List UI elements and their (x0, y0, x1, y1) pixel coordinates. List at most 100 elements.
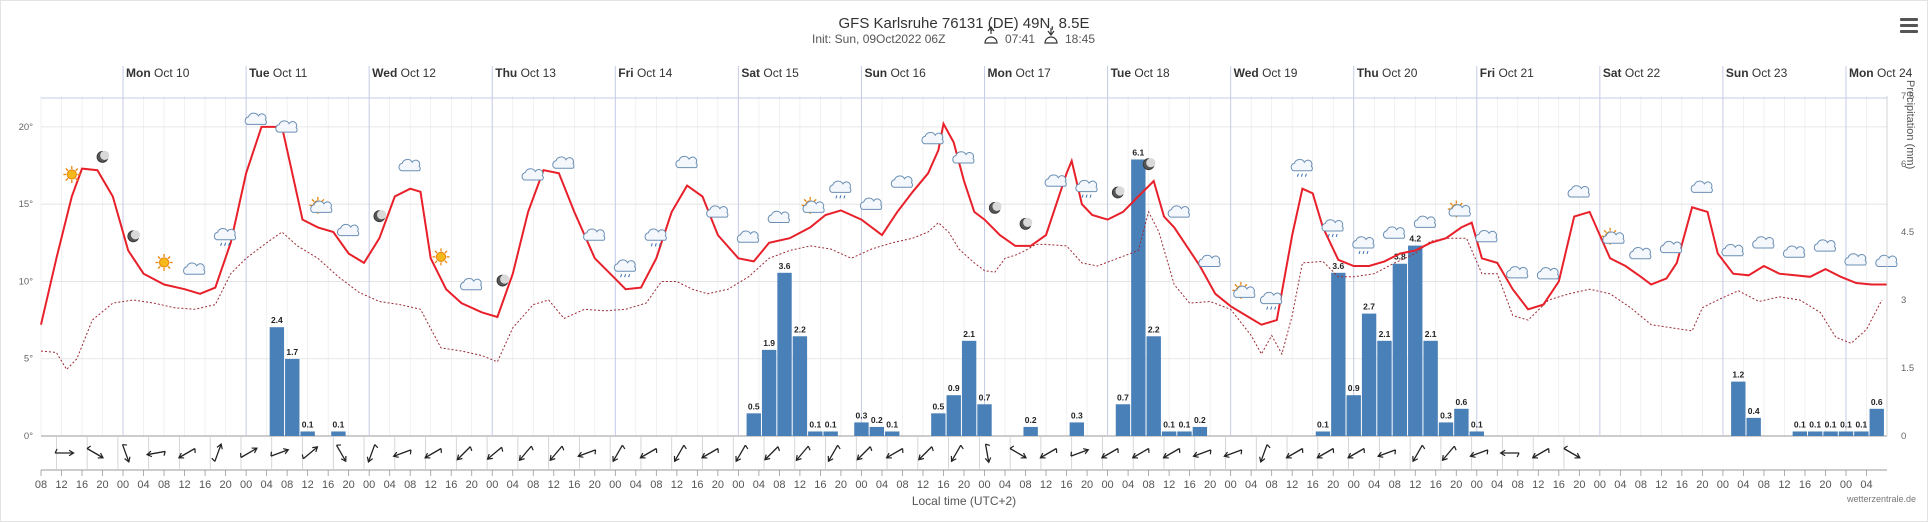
wind-head (424, 452, 431, 459)
temp-tick-label: 10° (19, 276, 34, 287)
precip-value: 0.7 (979, 392, 991, 402)
wind-barb (655, 448, 658, 454)
hour-tick-label: 00 (1101, 479, 1113, 491)
rain-drop (1366, 250, 1369, 255)
hour-tick-label: 00 (363, 479, 375, 491)
hour-tick-label: 16 (199, 479, 211, 491)
wind-head (283, 448, 290, 455)
day-label-dow: Sun (1726, 66, 1752, 80)
hour-tick-label: 20 (589, 479, 601, 491)
day-labels: Mon Oct 10 Tue Oct 11 Wed Oct 12 Thu Oct 13… (126, 66, 1913, 80)
precip-value: 0.3 (1071, 410, 1083, 420)
wind-head (1377, 451, 1384, 458)
hour-tick-label: 16 (568, 479, 580, 491)
wind-arrow-icon (1347, 447, 1365, 459)
hour-tick-label: 00 (117, 479, 129, 491)
cloud-shape (1198, 254, 1221, 267)
hour-tick-label: 20 (219, 479, 231, 491)
wind-arrow-icon (366, 444, 379, 463)
cloud-rain-icon (829, 180, 852, 199)
wind-head (1574, 452, 1581, 459)
wind-shaft (640, 447, 657, 459)
hour-tick-label: 16 (691, 479, 703, 491)
wind-head (1347, 452, 1354, 459)
rain-drop (1266, 306, 1269, 310)
hour-tick-label: 12 (1532, 479, 1544, 491)
day-label: Wed Oct 12 (372, 66, 436, 80)
sun-ray (1459, 202, 1463, 206)
day-label-date: Oct 15 (763, 66, 799, 80)
wind-arrow-icon (1499, 449, 1520, 458)
wind-arrow-icon (577, 449, 597, 458)
sun-ray (813, 198, 817, 202)
day-label: Sat Oct 22 (1603, 66, 1661, 80)
wind-shaft (1224, 449, 1242, 457)
wind-arrow-icon (240, 447, 258, 459)
rain-drop (1362, 250, 1365, 255)
wind-head (340, 455, 347, 463)
weather-icons (63, 112, 1898, 310)
temp-tick-label: 0° (24, 431, 33, 442)
hour-tick-label: 16 (445, 479, 457, 491)
hour-tick-label: 08 (527, 479, 539, 491)
precip-value: 3.6 (1332, 261, 1344, 271)
day-label: Sat Oct 15 (741, 66, 799, 80)
precip-bar (1746, 417, 1761, 436)
precipitation-labels: 2.41.70.1 0.10.51.93.62.20.1 0.10.3 0.2 0.10… (271, 147, 1883, 429)
wind-barb (1363, 448, 1365, 454)
wind-shaft (270, 449, 289, 457)
precip-value: 2.4 (271, 315, 283, 325)
hour-tick-label: 16 (814, 479, 826, 491)
precip-bar (823, 431, 838, 436)
precip-bar (1161, 431, 1177, 436)
hamburger-menu-icon[interactable] (1900, 18, 1918, 34)
wind-arrow-icon (335, 444, 347, 463)
rain-drop (1327, 233, 1330, 238)
sun-ray (444, 260, 448, 264)
sun-cloud-icon (1232, 281, 1256, 299)
wind-barb (501, 447, 504, 452)
cloud-shape (1875, 254, 1898, 267)
wind-arrow-icon (1441, 445, 1457, 462)
hour-tick-label: 04 (137, 479, 149, 491)
hour-tick-label: 04 (384, 479, 396, 491)
wind-shaft (796, 445, 809, 461)
precip-bar (1869, 408, 1884, 436)
wind-head (673, 455, 680, 463)
wind-barb (777, 446, 781, 452)
hour-tick-label: 20 (1573, 479, 1585, 491)
precip-value: 0.1 (1809, 419, 1821, 429)
day-label-dow: Fri (1480, 66, 1499, 80)
moon-icon (96, 150, 110, 163)
wind-barb (1240, 449, 1243, 455)
precip-value: 2.1 (1379, 329, 1391, 339)
precip-value: 0.9 (1348, 383, 1360, 393)
wind-head (1469, 451, 1476, 458)
wind-head (1192, 451, 1199, 458)
cloud-shape (1475, 230, 1498, 243)
day-label-date: Oct 12 (401, 66, 437, 80)
wind-barb (469, 446, 473, 452)
moon-icon (1142, 158, 1156, 171)
init-time: Init: Sun, 09Oct2022 06Z (812, 32, 945, 46)
day-label-date: Oct 19 (1262, 66, 1298, 80)
wind-arrow-icon (1192, 449, 1212, 458)
cloud-shape (1536, 267, 1560, 280)
wind-arrow-icon (1009, 445, 1028, 459)
day-label: Mon Oct 17 (988, 66, 1052, 80)
cloud-icon (1044, 174, 1067, 187)
wind-shaft (1563, 447, 1580, 459)
wind-shaft (1378, 449, 1396, 457)
precip-bar (854, 422, 869, 436)
sun-ray (75, 168, 79, 172)
wind-arrow-icon (392, 449, 412, 458)
precip-tick-label: 4.5 (1901, 227, 1914, 238)
wind-shaft (550, 445, 563, 461)
sun-disc (435, 251, 447, 262)
wind-head (1499, 449, 1506, 457)
hour-tick-label: 04 (1491, 479, 1503, 491)
wind-head (312, 446, 319, 453)
precip-bar (1423, 340, 1438, 436)
precip-value: 0.1 (1840, 419, 1852, 429)
precipitation-axis-title: Precipitation (mm) (1904, 80, 1916, 169)
